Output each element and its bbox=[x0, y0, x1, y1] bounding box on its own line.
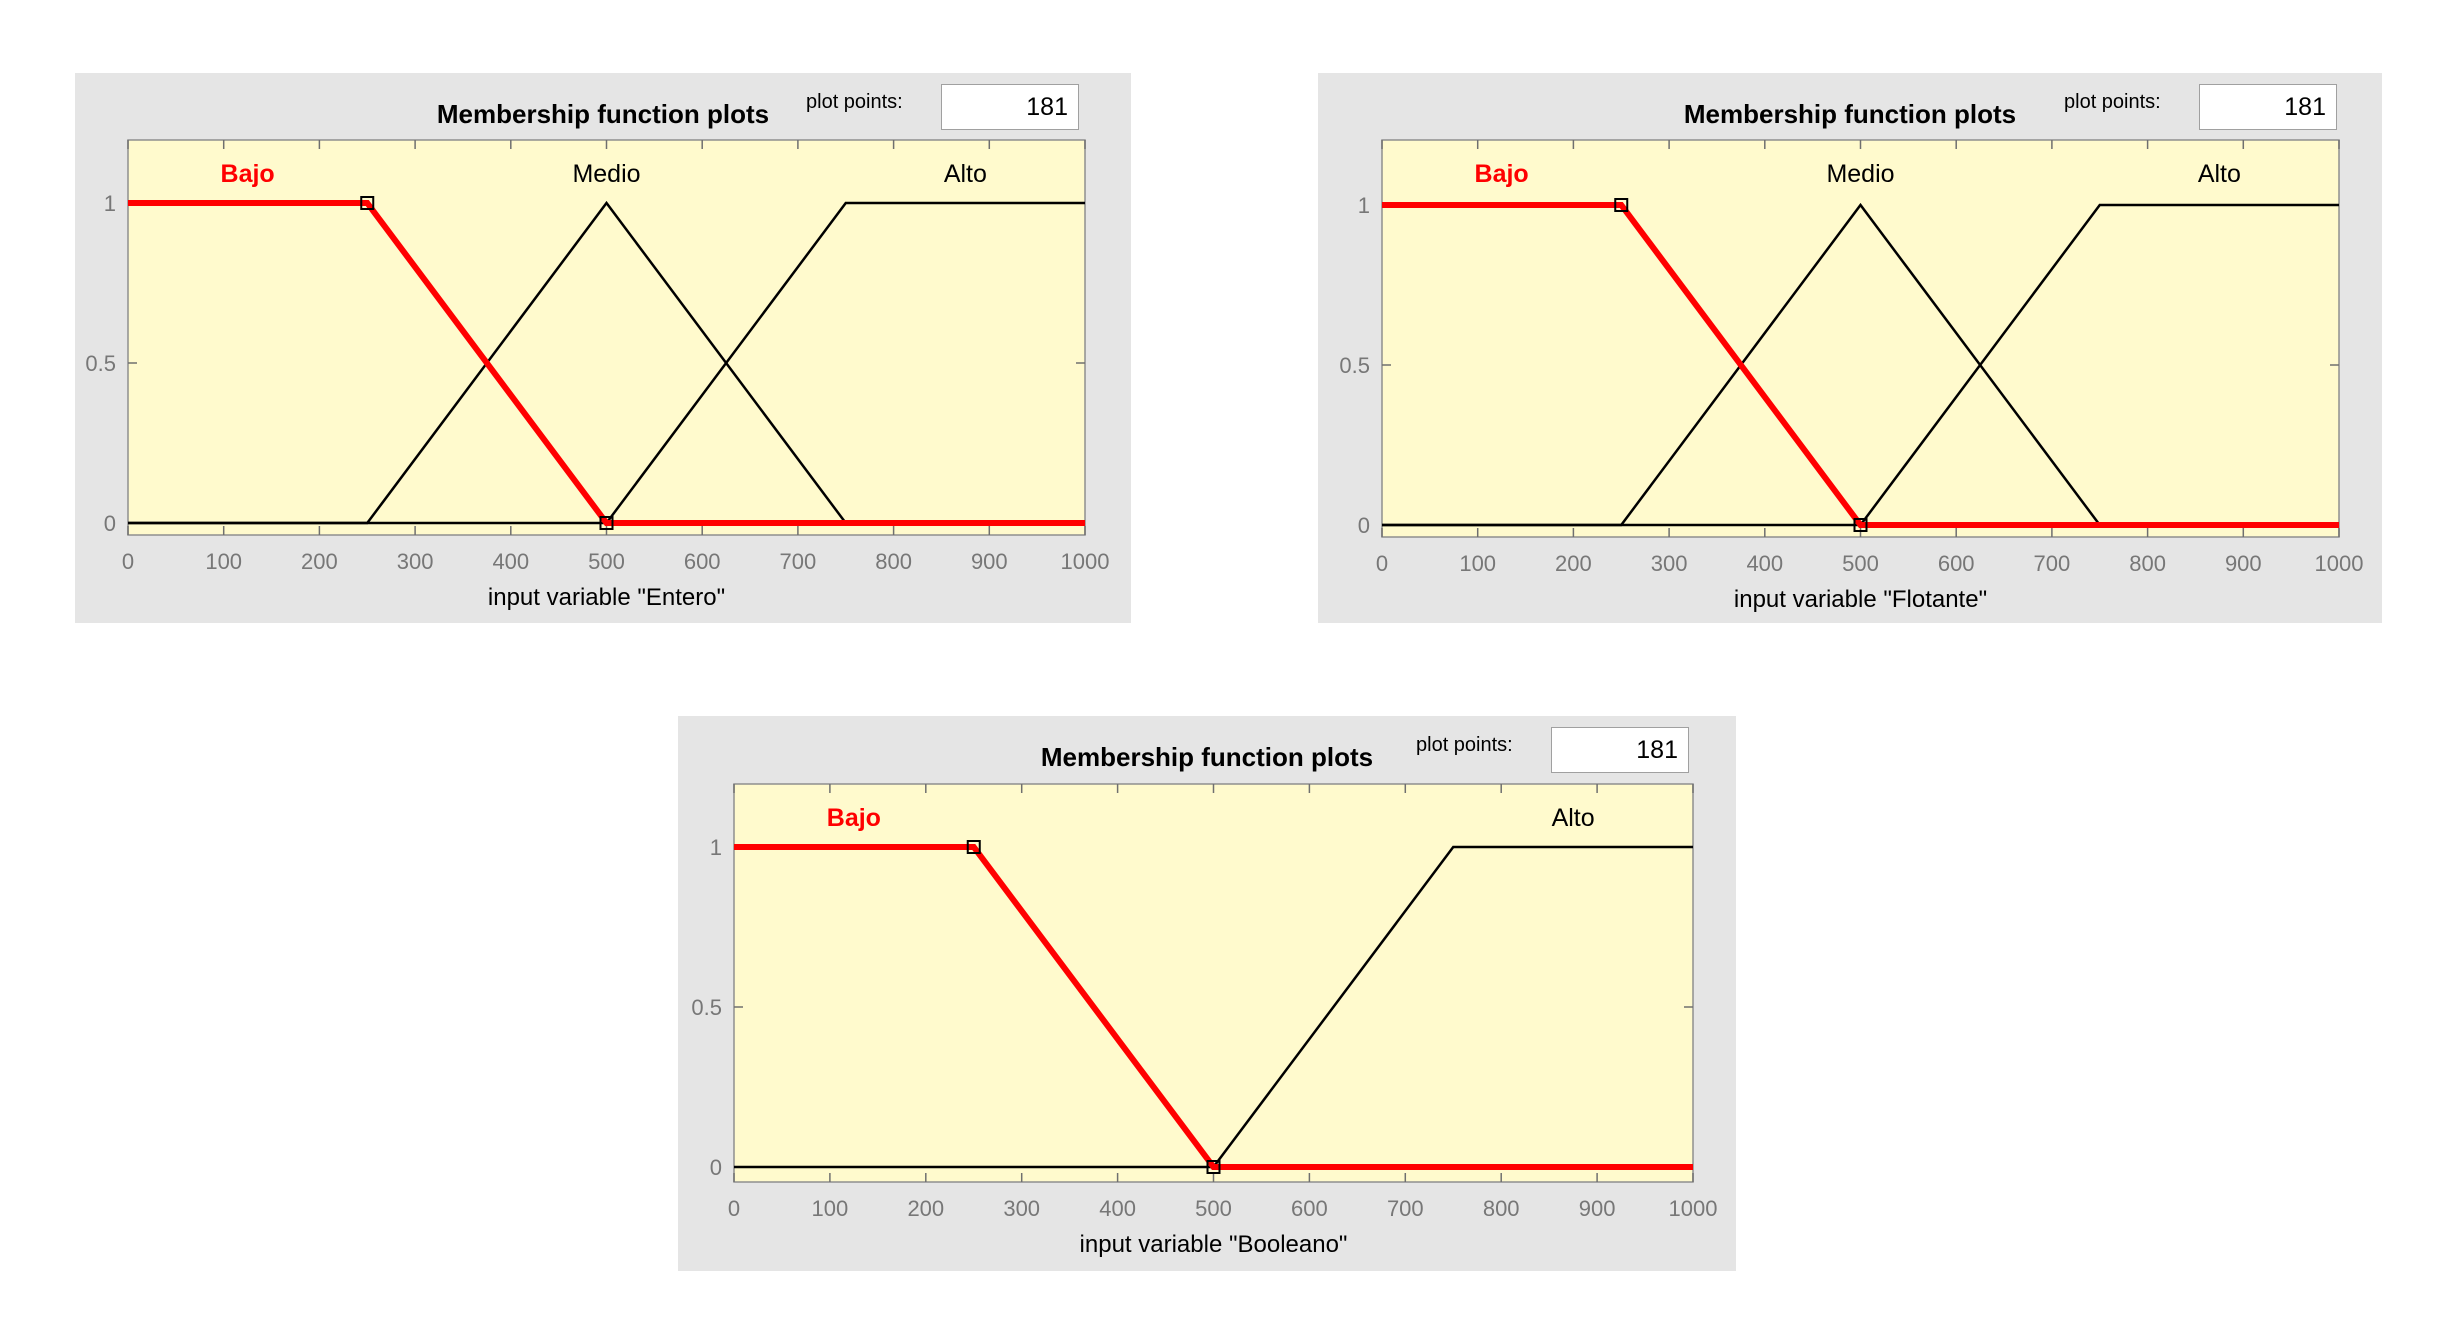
x-axis-label: input variable "Booleano" bbox=[1080, 1231, 1348, 1258]
x-tick-label: 500 bbox=[1842, 551, 1879, 576]
mf-line-bajo bbox=[734, 844, 1693, 1170]
x-tick-label: 300 bbox=[397, 549, 434, 574]
y-tick-label: 1 bbox=[1358, 193, 1370, 218]
x-tick-label: 500 bbox=[1195, 1196, 1232, 1221]
x-tick-label: 200 bbox=[1555, 551, 1592, 576]
x-tick-label: 500 bbox=[588, 549, 625, 574]
y-tick-label: 0.5 bbox=[691, 995, 722, 1020]
mf-line-alto bbox=[734, 845, 1693, 1169]
y-tick-label: 0 bbox=[1358, 513, 1370, 538]
x-tick-label: 200 bbox=[907, 1196, 944, 1221]
x-tick-label: 700 bbox=[1387, 1196, 1424, 1221]
y-tick-label: 1 bbox=[104, 191, 116, 216]
vertex-handle bbox=[966, 840, 981, 854]
plot-area bbox=[1381, 139, 2340, 538]
x-axis-label: input variable "Flotante" bbox=[1734, 586, 1987, 613]
x-axis-label: input variable "Entero" bbox=[488, 584, 725, 611]
x-tick-label: 900 bbox=[1579, 1196, 1616, 1221]
x-tick-label: 600 bbox=[684, 549, 721, 574]
plot-area bbox=[733, 783, 1694, 1183]
mf-panel-flotante: Membership function plots plot points: 1… bbox=[1318, 73, 2382, 623]
mf-chart: 0 100 200 300 400 500 600 700 800 900 1000 0 0.5 1 Alt… bbox=[691, 783, 1718, 1258]
mf-chart: 0 100 200 300 400 500 600 700 800 900 1000 0 0.5 1 Med… bbox=[1339, 139, 2364, 613]
x-tick-label: 1000 bbox=[1669, 1196, 1718, 1221]
mf-line-bajo bbox=[128, 200, 1085, 526]
x-tick-label: 200 bbox=[301, 549, 338, 574]
x-tick-label: 400 bbox=[1099, 1196, 1136, 1221]
mf-label-alto: Alto bbox=[2198, 160, 2241, 188]
plot-points-label: plot points: bbox=[1416, 734, 1513, 756]
x-tick-label: 100 bbox=[812, 1196, 849, 1221]
x-tick-label: 0 bbox=[122, 549, 134, 574]
vertex-handle bbox=[599, 516, 614, 530]
y-tick-label: 0.5 bbox=[1339, 353, 1370, 378]
plot-points-input[interactable]: 181 bbox=[1551, 727, 1689, 773]
mf-line-bajo bbox=[1382, 202, 2339, 528]
plot-area bbox=[127, 139, 1086, 536]
vertex-handle bbox=[1853, 518, 1868, 532]
x-tick-label: 600 bbox=[1938, 551, 1975, 576]
x-tick-label: 100 bbox=[1459, 551, 1496, 576]
y-tick-label: 0 bbox=[710, 1155, 722, 1180]
plot-points-input[interactable]: 181 bbox=[941, 84, 1079, 130]
mf-label-bajo: Bajo bbox=[221, 160, 275, 188]
x-tick-label: 800 bbox=[875, 549, 912, 574]
mf-chart: 0 100 200 300 400 500 600 700 800 900 1000 0 0.5 1 Med… bbox=[85, 139, 1110, 611]
panel-title: Membership function plots bbox=[1040, 742, 1374, 772]
mf-line-alto bbox=[1382, 203, 2339, 527]
vertex-handle bbox=[1614, 198, 1629, 212]
x-tick-label: 300 bbox=[1003, 1196, 1040, 1221]
mf-label-medio: Medio bbox=[1826, 160, 1894, 188]
mf-label-bajo: Bajo bbox=[1475, 160, 1529, 188]
mf-panel-entero: Membership function plots plot points: 1… bbox=[75, 73, 1131, 623]
vertex-handle bbox=[360, 196, 375, 210]
x-tick-label: 600 bbox=[1291, 1196, 1328, 1221]
x-tick-label: 700 bbox=[780, 549, 817, 574]
y-tick-label: 1 bbox=[710, 835, 722, 860]
mf-label-alto: Alto bbox=[944, 160, 987, 188]
plot-points-label: plot points: bbox=[806, 91, 903, 113]
mf-label-bajo: Bajo bbox=[827, 804, 881, 832]
x-tick-label: 800 bbox=[2129, 551, 2166, 576]
plot-points-label: plot points: bbox=[2064, 91, 2161, 113]
x-tick-label: 700 bbox=[2034, 551, 2071, 576]
mf-panel-booleano: Membership function plots plot points: 1… bbox=[678, 716, 1736, 1271]
x-tick-label: 400 bbox=[1746, 551, 1783, 576]
mf-line-alto bbox=[128, 201, 1085, 525]
y-tick-label: 0.5 bbox=[85, 351, 116, 376]
mf-label-medio: Medio bbox=[572, 160, 640, 188]
x-tick-label: 1000 bbox=[1061, 549, 1110, 574]
panel-title: Membership function plots bbox=[436, 99, 770, 129]
x-tick-label: 100 bbox=[205, 549, 242, 574]
x-tick-label: 400 bbox=[492, 549, 529, 574]
x-tick-label: 1000 bbox=[2315, 551, 2364, 576]
x-tick-label: 0 bbox=[1376, 551, 1388, 576]
x-tick-label: 800 bbox=[1483, 1196, 1520, 1221]
mf-label-alto: Alto bbox=[1552, 804, 1595, 832]
x-tick-label: 900 bbox=[971, 549, 1008, 574]
x-tick-label: 900 bbox=[2225, 551, 2262, 576]
x-tick-label: 300 bbox=[1651, 551, 1688, 576]
panel-title: Membership function plots bbox=[1683, 99, 2017, 129]
plot-points-input[interactable]: 181 bbox=[2199, 84, 2337, 130]
vertex-handle bbox=[1206, 1160, 1221, 1174]
x-tick-label: 0 bbox=[728, 1196, 740, 1221]
y-tick-label: 0 bbox=[104, 511, 116, 536]
